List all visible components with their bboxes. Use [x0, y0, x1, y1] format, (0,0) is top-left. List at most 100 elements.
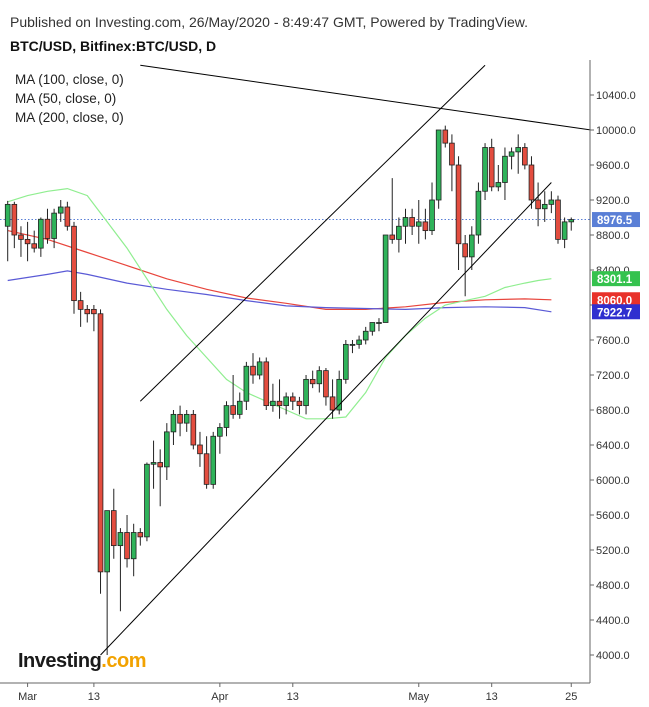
candle-body	[349, 343, 356, 346]
candle-body	[495, 182, 502, 188]
candle	[369, 322, 376, 336]
candle-body	[343, 343, 349, 380]
candle-body	[329, 396, 336, 411]
candle-body	[382, 234, 389, 323]
candle	[555, 195, 561, 244]
candle	[482, 143, 488, 200]
price-tag: 8976.5	[592, 212, 640, 228]
candle-body	[555, 199, 561, 240]
candle	[137, 528, 144, 546]
candle	[376, 318, 382, 332]
candle-body	[289, 396, 296, 402]
candle	[429, 182, 435, 235]
candle	[71, 221, 77, 314]
candle-body	[455, 164, 462, 245]
candle	[422, 208, 429, 240]
candle-body	[177, 413, 183, 424]
candle	[91, 305, 97, 332]
price-tag-box	[592, 304, 640, 320]
candle	[455, 156, 462, 270]
candle	[488, 138, 495, 192]
candle-body	[183, 413, 190, 424]
candle-body	[91, 308, 97, 315]
candle-body	[236, 400, 243, 415]
x-tick-label: 25	[565, 691, 577, 703]
candle-body	[263, 361, 270, 407]
candle	[309, 370, 316, 389]
price-tag-box	[592, 292, 640, 308]
candle	[104, 510, 110, 655]
candle-body	[522, 147, 528, 166]
symbol-title: BTC/USD, Bitfinex:BTC/USD, D	[10, 38, 217, 54]
candle	[468, 226, 475, 270]
price-tag: 7922.7	[592, 304, 640, 320]
candle-body	[104, 510, 110, 573]
price-tag: 8301.1	[592, 271, 640, 287]
candle-body	[256, 361, 263, 376]
ma-legend: MA (100, close, 0) MA (50, close, 0) MA …	[15, 70, 124, 127]
x-tick-label: Apr	[211, 691, 228, 703]
candle	[77, 291, 84, 327]
candle-body	[24, 238, 31, 245]
candle	[110, 488, 117, 559]
candle	[316, 366, 323, 393]
y-tick-label: 6800.0	[596, 405, 630, 417]
candle-body	[164, 431, 170, 468]
candle-body	[422, 221, 429, 232]
candle	[223, 401, 230, 437]
candle	[535, 182, 541, 227]
candle	[263, 357, 270, 410]
candle-body	[270, 400, 276, 407]
price-tag-text: 7922.7	[597, 307, 632, 319]
ma100-line	[7, 230, 552, 310]
y-tick-label: 6400.0	[596, 440, 630, 452]
candle-body	[150, 462, 157, 465]
published-header: Published on Investing.com, 26/May/2020 …	[10, 14, 529, 30]
candle	[57, 200, 64, 222]
candle-body	[535, 199, 541, 210]
candle-body	[502, 155, 508, 183]
candle-body	[243, 365, 250, 402]
candle	[64, 201, 71, 231]
candle-body	[548, 199, 555, 205]
candle	[508, 147, 515, 170]
price-tag-text: 8301.1	[597, 274, 633, 286]
candle	[296, 396, 303, 415]
candle-body	[283, 396, 289, 407]
candle-body	[230, 405, 236, 415]
candle-body	[144, 463, 150, 538]
candle-body	[488, 147, 495, 188]
candle-body	[250, 365, 256, 376]
candle	[38, 217, 44, 257]
candle-body	[130, 532, 137, 560]
candle	[402, 208, 409, 244]
candle-body	[409, 217, 415, 227]
candle-body	[11, 203, 18, 236]
y-tick-label: 7200.0	[596, 370, 630, 382]
candle-body	[528, 164, 535, 201]
candle	[409, 208, 415, 235]
legend-ma200: MA (200, close, 0)	[15, 110, 124, 125]
candle-body	[210, 435, 217, 485]
ma200-line	[7, 270, 552, 313]
y-tick-label: 9600.0	[596, 160, 630, 172]
y-tick-label: 4400.0	[596, 615, 630, 627]
candle	[303, 375, 309, 415]
candle	[515, 134, 522, 174]
candle-body	[462, 243, 468, 258]
y-tick-label: 6000.0	[596, 475, 630, 487]
candle-body	[508, 151, 515, 157]
candle-body	[541, 203, 548, 210]
candle	[4, 200, 11, 262]
candle	[11, 201, 18, 249]
candle	[528, 156, 535, 209]
candle	[462, 235, 468, 297]
candle-body	[323, 370, 329, 398]
y-tick-label: 7600.0	[596, 335, 630, 347]
candle	[250, 353, 256, 384]
y-tick-label: 8800.0	[596, 230, 630, 242]
candle	[435, 129, 442, 209]
candle	[289, 392, 296, 410]
